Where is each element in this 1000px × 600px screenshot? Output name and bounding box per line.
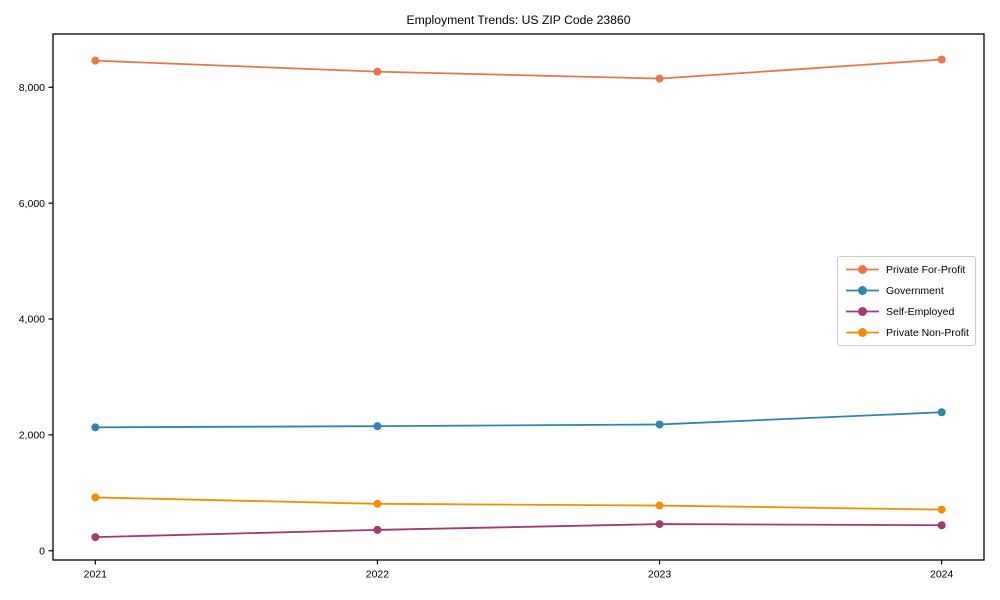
chart-title: Employment Trends: US ZIP Code 23860 <box>406 13 631 27</box>
data-point-private-non-profit <box>655 501 664 510</box>
data-point-government <box>937 408 946 417</box>
legend-marker-private-non-profit <box>846 328 879 337</box>
data-point-private-for-profit <box>91 56 100 65</box>
x-tick-label: 2021 <box>84 569 108 581</box>
data-point-private-for-profit <box>937 55 946 64</box>
data-point-government <box>373 422 382 431</box>
y-tick-label: 0 <box>39 545 45 557</box>
x-tick-label: 2022 <box>366 569 390 581</box>
data-point-private-non-profit <box>373 499 382 508</box>
series-line-private-non-profit <box>95 496 942 511</box>
series-line-self-employed <box>95 523 942 539</box>
data-point-private-non-profit <box>91 493 100 502</box>
axes-spines <box>52 33 985 561</box>
y-tick-label: 6,000 <box>19 198 45 210</box>
series-line-private-for-profit <box>95 58 942 80</box>
y-tick-label: 4,000 <box>19 314 45 326</box>
legend-marker-private-for-profit <box>846 265 879 274</box>
data-point-private-for-profit <box>373 67 382 76</box>
data-point-self-employed <box>373 525 382 534</box>
legend-item-self-employed: Self-Employed <box>846 301 971 322</box>
data-point-self-employed <box>937 521 946 530</box>
legend-marker-government <box>846 286 879 295</box>
data-point-private-non-profit <box>937 505 946 514</box>
y-tick-label: 8,000 <box>19 82 45 94</box>
legend-label-self-employed: Self-Employed <box>886 305 955 318</box>
legend-item-government: Government <box>846 280 971 301</box>
x-tick-label: 2024 <box>930 569 954 581</box>
legend-label-private-non-profit: Private Non-Profit <box>886 326 969 339</box>
data-point-government <box>655 420 664 429</box>
series-line-government <box>95 411 942 429</box>
legend: Private For-Profit Government Self-Employe… <box>837 256 976 346</box>
legend-label-private-for-profit: Private For-Profit <box>886 263 966 276</box>
data-point-government <box>91 423 100 432</box>
legend-marker-self-employed <box>846 307 879 316</box>
data-point-private-for-profit <box>655 74 664 83</box>
legend-item-private-non-profit: Private Non-Profit <box>846 322 971 343</box>
legend-item-private-for-profit: Private For-Profit <box>846 259 971 280</box>
y-tick-label: 2,000 <box>19 430 45 442</box>
data-point-self-employed <box>655 520 664 529</box>
data-point-self-employed <box>91 533 100 542</box>
legend-label-government: Government <box>886 284 944 297</box>
x-tick-label: 2023 <box>648 569 672 581</box>
